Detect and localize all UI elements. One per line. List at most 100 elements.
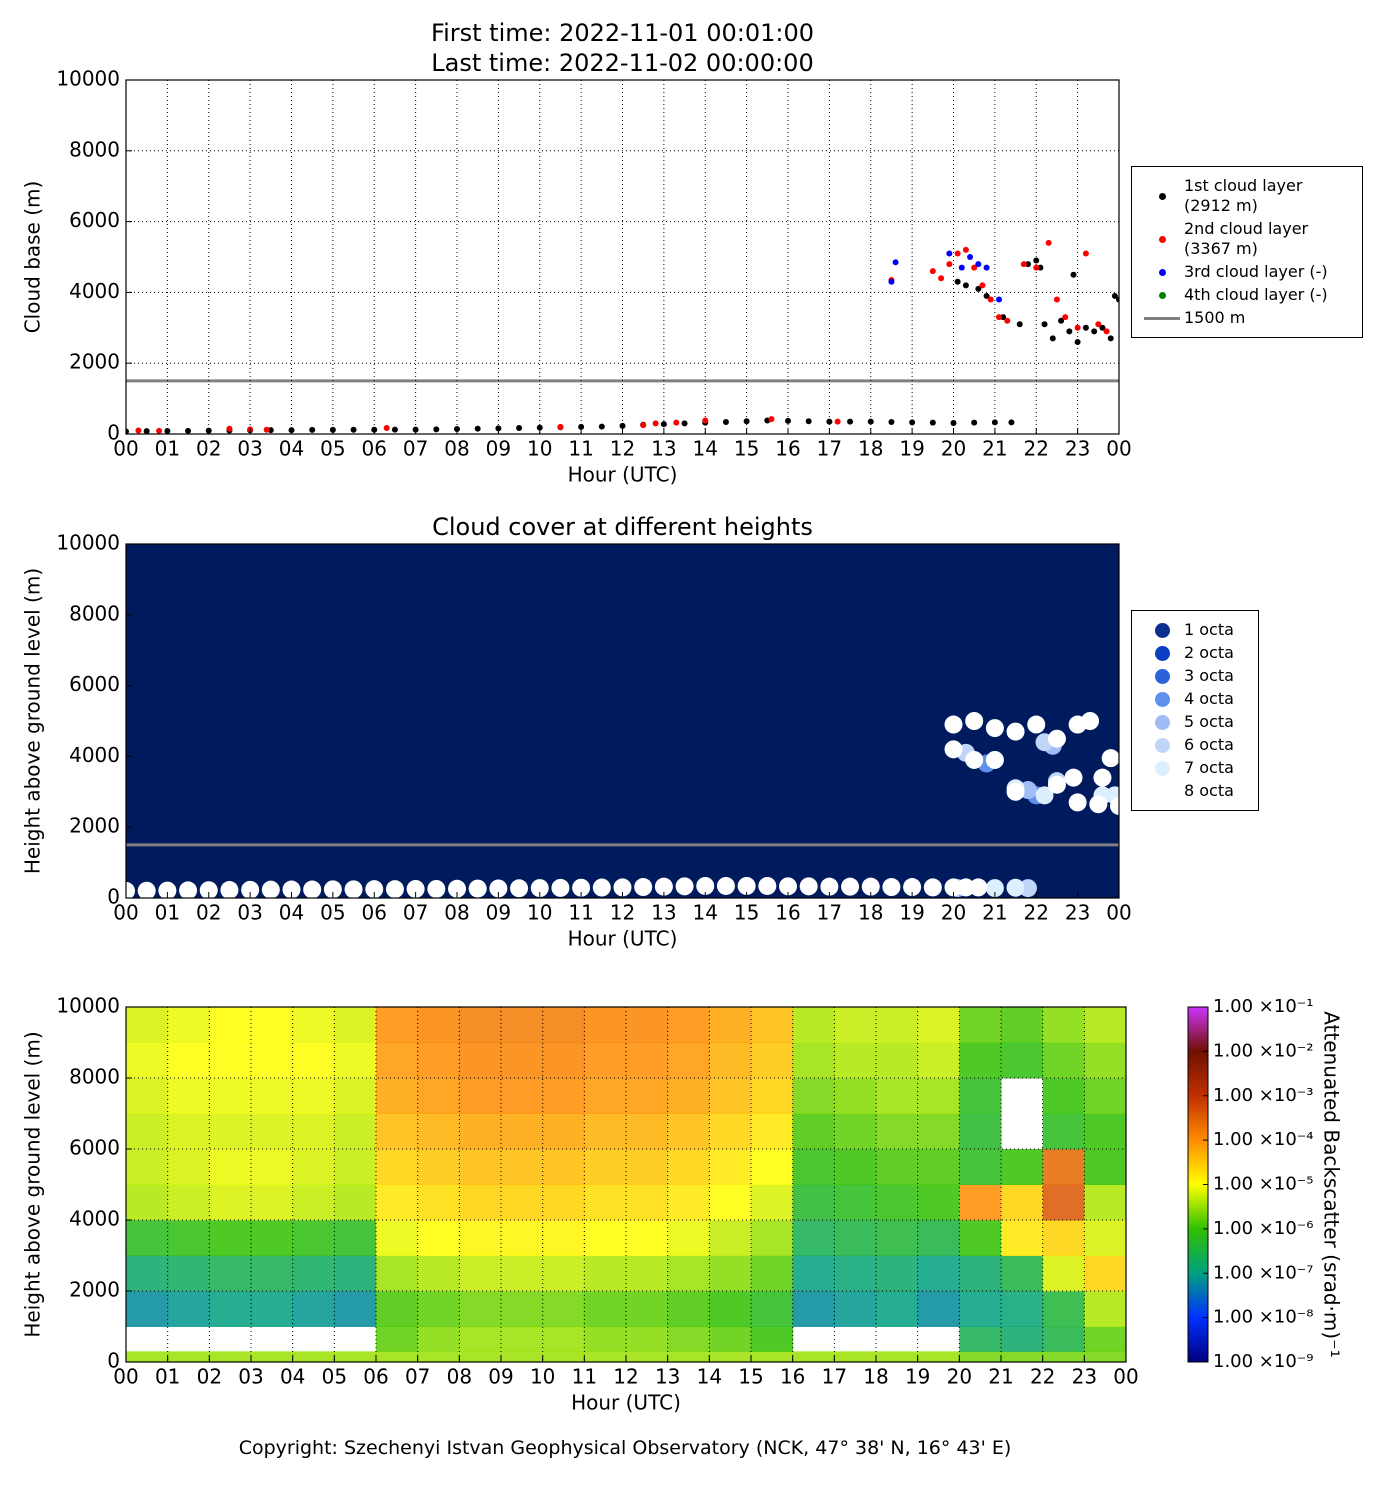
heat-cell bbox=[1084, 1326, 1126, 1352]
heat-cell bbox=[251, 1149, 294, 1185]
heat-cell bbox=[376, 1351, 419, 1362]
heat-cell bbox=[251, 1113, 294, 1150]
point bbox=[987, 296, 994, 303]
heat-cell bbox=[667, 1007, 710, 1043]
heat-cell bbox=[1084, 1255, 1126, 1292]
heat-cell bbox=[334, 1220, 377, 1256]
point bbox=[241, 880, 260, 898]
x-tick-label: 16 bbox=[775, 437, 800, 461]
point bbox=[1041, 321, 1048, 328]
point bbox=[1047, 729, 1066, 748]
x-tick-label: 16 bbox=[780, 1365, 805, 1389]
plot-frame bbox=[125, 1006, 1127, 1363]
heat-cell bbox=[209, 1007, 252, 1043]
y-tick-label: 6000 bbox=[69, 1136, 120, 1160]
point bbox=[969, 878, 988, 897]
x-tick-label: 16 bbox=[775, 901, 800, 925]
point bbox=[1045, 239, 1052, 246]
heat-cell bbox=[876, 1007, 919, 1043]
point bbox=[158, 881, 177, 898]
heat-cell bbox=[917, 1007, 960, 1043]
heat-cell bbox=[709, 1149, 752, 1185]
heat-cell bbox=[917, 1291, 960, 1327]
point bbox=[909, 419, 916, 426]
x-tick-label: 20 bbox=[941, 437, 966, 461]
heat-cell bbox=[667, 1149, 710, 1185]
point bbox=[946, 250, 953, 257]
legend-key bbox=[1140, 622, 1184, 638]
x-tick-label: 12 bbox=[610, 437, 635, 461]
heat-cell bbox=[792, 1220, 835, 1256]
heat-cell bbox=[959, 1078, 1002, 1114]
x-tick-label: 04 bbox=[279, 437, 304, 461]
heat-cell bbox=[1042, 1113, 1085, 1150]
heat-cell bbox=[584, 1291, 627, 1327]
heat-cell bbox=[667, 1113, 710, 1150]
x-tick-label: 08 bbox=[444, 901, 469, 925]
heat-cell bbox=[417, 1184, 460, 1221]
heat-cell bbox=[417, 1007, 460, 1043]
heat-cell bbox=[251, 1184, 294, 1221]
heat-cell bbox=[792, 1351, 835, 1362]
legend-entry: 4 octa bbox=[1140, 689, 1250, 709]
point bbox=[592, 878, 611, 897]
heat-cell bbox=[1084, 1078, 1126, 1114]
point bbox=[841, 877, 860, 896]
plot-frame bbox=[125, 79, 1120, 435]
heat-cell bbox=[334, 1113, 377, 1150]
point bbox=[888, 418, 895, 425]
heat-cell bbox=[667, 1326, 710, 1352]
y-tick-label: 4000 bbox=[69, 743, 120, 767]
point bbox=[1000, 314, 1007, 321]
heat-cell bbox=[376, 1042, 419, 1079]
x-tick-label: 23 bbox=[1065, 437, 1090, 461]
heat-cell bbox=[292, 1255, 335, 1292]
x-tick-label: 00 bbox=[1106, 901, 1131, 925]
x-tick-label: 19 bbox=[905, 1365, 930, 1389]
point bbox=[1070, 271, 1077, 278]
heat-cell bbox=[1042, 1291, 1085, 1327]
heat-cell bbox=[876, 1042, 919, 1079]
point bbox=[985, 750, 1004, 769]
heat-cell bbox=[376, 1078, 419, 1114]
point bbox=[1111, 292, 1118, 299]
heat-cell bbox=[959, 1255, 1002, 1292]
heat-cell bbox=[876, 1078, 919, 1114]
heat-cell bbox=[251, 1291, 294, 1327]
heat-cell bbox=[667, 1351, 710, 1362]
point bbox=[1066, 328, 1073, 335]
x-tick-label: 03 bbox=[237, 901, 262, 925]
heat-cell bbox=[584, 1220, 627, 1256]
heat-cell bbox=[334, 1078, 377, 1114]
heat-cell bbox=[417, 1149, 460, 1185]
point bbox=[681, 420, 688, 427]
heat-cell bbox=[792, 1007, 835, 1043]
heat-cell bbox=[542, 1042, 585, 1079]
point bbox=[126, 881, 135, 898]
heat-cell bbox=[792, 1113, 835, 1150]
point bbox=[962, 282, 969, 289]
legend-entry: 2 octa bbox=[1140, 643, 1250, 663]
x-tick-label: 07 bbox=[403, 901, 428, 925]
point bbox=[971, 264, 978, 271]
heat-cell bbox=[584, 1351, 627, 1362]
heat-cell bbox=[792, 1042, 835, 1079]
heat-cell bbox=[251, 1007, 294, 1043]
point bbox=[716, 876, 735, 895]
heat-cell bbox=[876, 1113, 919, 1150]
heat-cell bbox=[376, 1220, 419, 1256]
heat-cell bbox=[292, 1351, 335, 1362]
heat-cell bbox=[417, 1078, 460, 1114]
x-tick-label: 17 bbox=[817, 437, 842, 461]
x-tick-label: 02 bbox=[196, 901, 221, 925]
heat-cell bbox=[459, 1113, 502, 1150]
x-tick-label: 12 bbox=[613, 1365, 638, 1389]
x-tick-label: 11 bbox=[568, 437, 593, 461]
heat-cell bbox=[667, 1184, 710, 1221]
point bbox=[946, 261, 953, 268]
heat-cell bbox=[1084, 1291, 1126, 1327]
heat-cell bbox=[1042, 1078, 1085, 1114]
legend-entry: 1 octa bbox=[1140, 620, 1250, 640]
heat-cell bbox=[209, 1351, 252, 1362]
